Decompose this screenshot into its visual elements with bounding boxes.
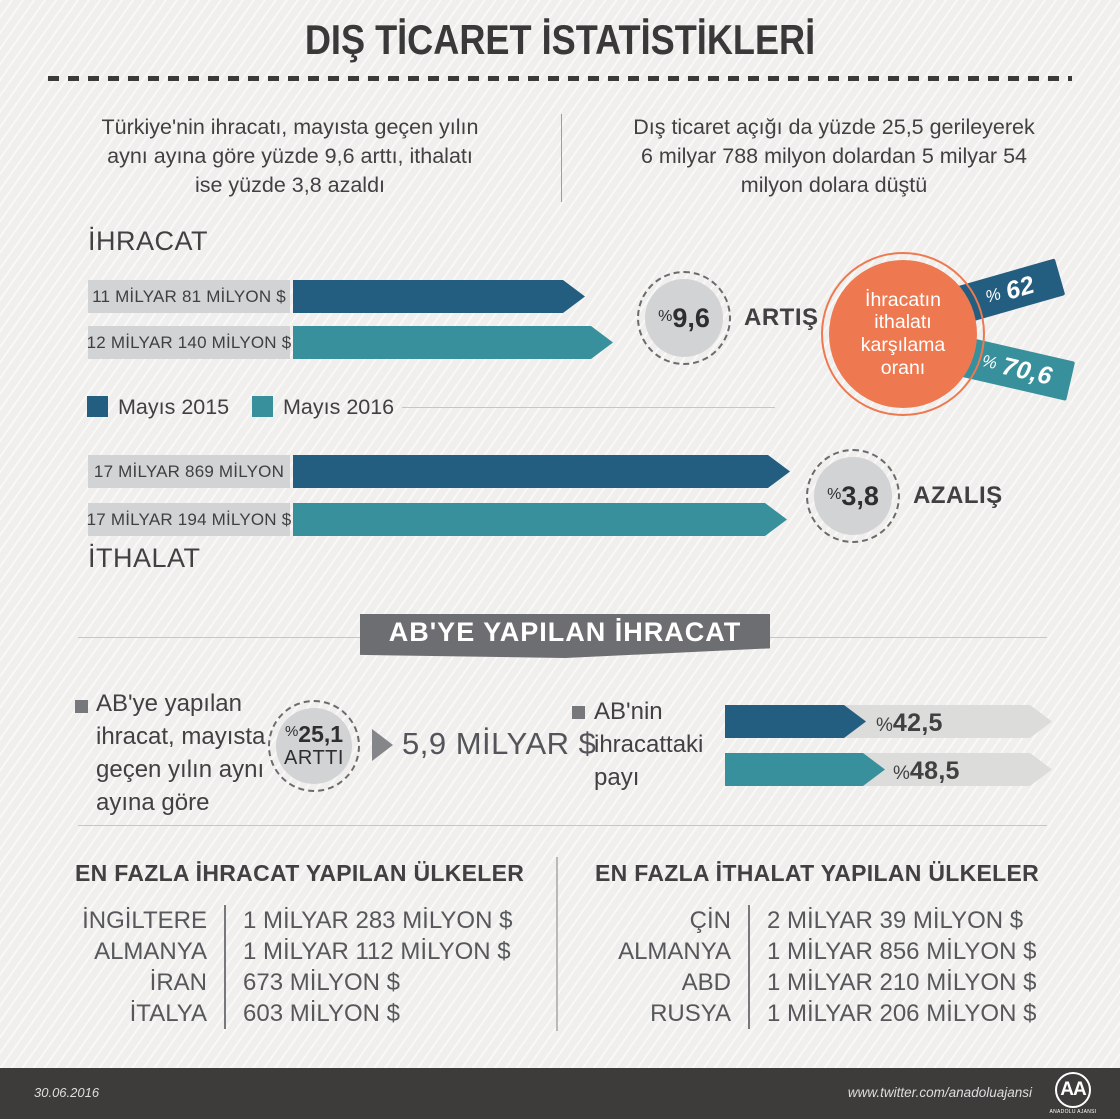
imports-change-direction: AZALIŞ — [913, 482, 1003, 509]
table-row-value: 2 MİLYAR 39 MİLYON $ — [767, 907, 1024, 934]
eu-share-bullet — [572, 706, 585, 719]
legend-swatch-2015 — [87, 396, 108, 417]
intro-deficit-text: Dış ticaret açığı da yüzde 25,5 gerileye… — [633, 115, 1035, 198]
coverage-ratio-label: İhracatın ithalatı karşılama oranı — [829, 260, 977, 408]
table-row-value: 1 MİLYAR 856 MİLYON $ — [767, 938, 1037, 965]
title-dashed-divider — [48, 76, 1072, 81]
exports-change-circle: %9,6 — [637, 271, 731, 365]
eu-share-fill-2015 — [725, 705, 866, 738]
exports-2016-bar — [293, 326, 613, 359]
eu-export-amount: 5,9 MİLYAR $ — [402, 726, 597, 761]
top-export-countries-table: İNGİLTERE ALMANYA İRAN İTALYA 1 MİLYAR 2… — [78, 905, 512, 1029]
top-import-countries-title: EN FAZLA İTHALAT YAPILAN ÜLKELER — [595, 860, 1040, 886]
exports-heading: İHRACAT — [88, 226, 209, 256]
eu-share-label: AB'nin ihracattaki payı — [594, 698, 704, 791]
legend-swatch-2016 — [252, 396, 273, 417]
table-row-value: 1 MİLYAR 112 MİLYON $ — [243, 938, 511, 965]
table-row-country: ALMANYA — [94, 938, 207, 965]
tables-section-rule — [78, 825, 1047, 826]
exports-2016-value-label: 12 MİLYAR 140 MİLYON $ — [87, 326, 291, 359]
top-export-countries-title: EN FAZLA İHRACAT YAPILAN ÜLKELER — [75, 860, 525, 886]
eu-share-fill-2016 — [725, 753, 885, 786]
exports-2015-bar — [293, 280, 585, 313]
coverage-ratio-circle: İhracatın ithalatı karşılama oranı — [821, 252, 985, 416]
imports-2015-bar — [293, 455, 790, 488]
table-row-country: ALMANYA — [618, 938, 731, 965]
eu-share-pct-2015: %42,5 — [876, 709, 943, 737]
aa-monogram-icon: AA — [1055, 1072, 1091, 1108]
imports-heading: İTHALAT — [88, 543, 201, 573]
eu-section-banner: AB'YE YAPILAN İHRACAT — [360, 614, 770, 658]
imports-2016-bar — [293, 503, 787, 536]
legend-label-2016: Mayıs 2016 — [283, 395, 395, 419]
arrow-right-icon — [372, 729, 393, 761]
table-row-country: ÇİN — [689, 907, 731, 934]
tables-vertical-divider — [556, 857, 558, 1031]
legend-label-2015: Mayıs 2015 — [118, 395, 230, 419]
table-row-value: 1 MİLYAR 283 MİLYON $ — [243, 907, 513, 934]
aa-logo-subtext: ANADOLU AJANSI — [1049, 1109, 1097, 1115]
page-title: DIŞ TİCARET İSTATİSTİKLERİ — [304, 16, 816, 63]
intro-exports-text: Türkiye'nin ihracatı, mayısta geçen yılı… — [101, 115, 479, 198]
imports-change-circle: %3,8 — [806, 449, 900, 543]
eu-note-text: AB'ye yapılan ihracat, mayısta geçen yıl… — [96, 690, 266, 816]
table-row-country: RUSYA — [650, 1000, 731, 1027]
table-row-country: İNGİLTERE — [82, 907, 207, 934]
anadolu-agency-logo: AA ANADOLU AJANSI — [1048, 1072, 1098, 1115]
table-row-country: İTALYA — [129, 1000, 207, 1027]
imports-2015-value-label: 17 MİLYAR 869 MİLYON — [88, 455, 290, 488]
eu-share-pct-2016: %48,5 — [893, 757, 960, 785]
intro-vertical-divider — [561, 114, 562, 202]
eu-change-circle: %25,1 ARTTI — [268, 700, 360, 792]
table-row-value: 1 MİLYAR 206 MİLYON $ — [767, 1000, 1037, 1027]
table-row-value: 673 MİLYON $ — [243, 969, 400, 996]
top-import-countries-table: ÇİN ALMANYA ABD RUSYA 2 MİLYAR 39 MİLYON… — [590, 905, 1036, 1029]
footer-twitter-link[interactable]: www.twitter.com/anadoluajansi — [847, 1085, 1032, 1100]
exports-2015-value-label: 11 MİLYAR 81 MİLYON $ — [88, 280, 290, 313]
table-row-country: İRAN — [149, 969, 207, 996]
table-row-country: ABD — [681, 969, 731, 996]
eu-note-bullet — [75, 700, 88, 713]
table-row-value: 603 MİLYON $ — [243, 1000, 400, 1027]
footer-date: 30.06.2016 — [34, 1085, 100, 1100]
exports-change-direction: ARTIŞ — [744, 304, 819, 331]
imports-2016-value-label: 17 MİLYAR 194 MİLYON $ — [87, 503, 291, 536]
table-row-value: 1 MİLYAR 210 MİLYON $ — [767, 969, 1037, 996]
legend-rule — [402, 407, 775, 408]
footer-bar: 30.06.2016 www.twitter.com/anadoluajansi… — [0, 1068, 1120, 1119]
